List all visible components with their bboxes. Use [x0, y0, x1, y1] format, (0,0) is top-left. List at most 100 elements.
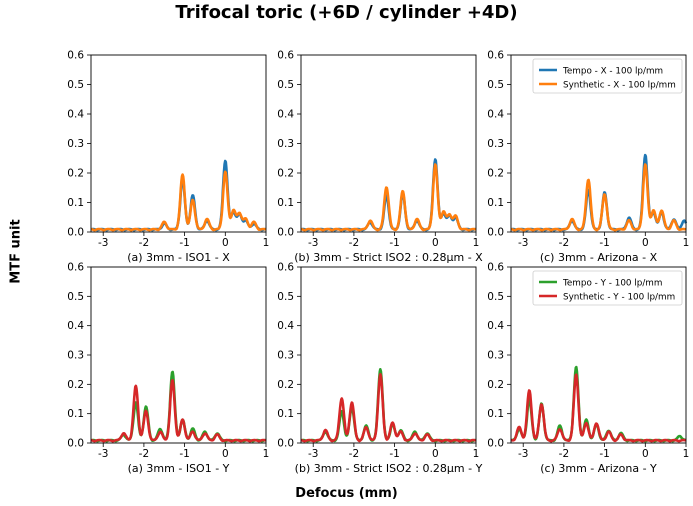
- x-tick-label: -3: [518, 448, 528, 460]
- series-line-synthetic: [300, 373, 477, 443]
- legend-box: [532, 270, 683, 306]
- x-tick-label: -2: [559, 448, 569, 460]
- y-tick-label: 0.2: [277, 168, 294, 180]
- x-tick-label: -3: [308, 448, 318, 460]
- y-tick-label: 0.6: [67, 262, 84, 274]
- x-tick-label: -2: [139, 448, 149, 460]
- x-tick-label: -1: [389, 237, 399, 249]
- y-tick-label: 0.4: [67, 109, 84, 121]
- y-tick-label: 0.0: [67, 438, 84, 450]
- y-tick-label: 0.6: [487, 50, 504, 62]
- legend-entry: Tempo - X - 100 lp/mm: [562, 66, 663, 76]
- series-line-synthetic: [300, 163, 477, 232]
- y-tick-label: 0.3: [67, 138, 84, 150]
- subplot-caption: (a) 3mm - ISO1 - Y: [128, 462, 230, 475]
- x-tick-label: 1: [683, 448, 690, 460]
- y-tick-label: 0.5: [487, 291, 504, 303]
- axes-frame: [300, 266, 477, 444]
- x-tick-label: -3: [518, 237, 528, 249]
- y-tick-label: 0.0: [277, 227, 294, 239]
- y-tick-label: 0.1: [487, 408, 504, 420]
- x-tick-label: 1: [263, 237, 270, 249]
- y-tick-label: 0.1: [277, 197, 294, 209]
- subplot-caption: (a) 3mm - ISO1 - X: [127, 251, 230, 264]
- y-tick-label: 0.1: [277, 408, 294, 420]
- figure-title: Trifocal toric (+6D / cylinder +4D): [175, 2, 518, 23]
- series-line-synthetic: [510, 373, 687, 443]
- subplot-1: 0.0 0.1 0.2 0.3 0.4 0.5 0.6 -3 -2 -1 0 1 (a) 3mm - I…: [67, 50, 269, 265]
- y-tick-label: 0.2: [277, 379, 294, 391]
- legend-entry: Synthetic - Y - 100 lp/mm: [563, 292, 675, 302]
- x-tick-label: -3: [98, 237, 108, 249]
- legend-box: [532, 58, 683, 94]
- subplot-caption: (c) 3mm - Arizona - X: [540, 251, 658, 264]
- x-tick-label: -1: [179, 448, 189, 460]
- y-tick-label: 0.3: [487, 138, 504, 150]
- subplot-caption: (b) 3mm - Strict ISO2 : 0.28µm - X: [294, 251, 483, 264]
- y-tick-label: 0.5: [67, 79, 84, 91]
- y-tick-label: 0.0: [277, 438, 294, 450]
- y-tick-label: 0.4: [487, 109, 504, 121]
- x-tick-label: -3: [98, 448, 108, 460]
- x-tick-label: -1: [599, 448, 609, 460]
- y-tick-label: 0.1: [67, 408, 84, 420]
- y-tick-label: 0.5: [67, 291, 84, 303]
- y-tick-label: 0.5: [277, 291, 294, 303]
- subplot-2: 0.0 0.1 0.2 0.3 0.4 0.5 0.6 -3 -2 -1 0 1 (b) 3mm - S…: [277, 50, 483, 265]
- x-tick-label: 0: [222, 448, 229, 460]
- y-tick-label: 0.2: [487, 379, 504, 391]
- y-tick-label: 0.0: [487, 227, 504, 239]
- x-tick-label: 1: [683, 237, 690, 249]
- y-tick-label: 0.2: [487, 168, 504, 180]
- x-tick-label: -1: [179, 237, 189, 249]
- x-tick-label: -1: [389, 448, 399, 460]
- y-tick-label: 0.4: [487, 320, 504, 332]
- x-tick-label: -2: [349, 237, 359, 249]
- y-tick-label: 0.3: [277, 138, 294, 150]
- x-tick-label: 1: [263, 448, 270, 460]
- x-tick-label: 1: [473, 448, 480, 460]
- y-tick-label: 0.1: [67, 197, 84, 209]
- y-tick-label: 0.3: [67, 350, 84, 362]
- y-tick-label: 0.1: [487, 197, 504, 209]
- y-tick-label: 0.4: [67, 320, 84, 332]
- y-tick-label: 0.6: [277, 262, 294, 274]
- x-tick-label: -3: [308, 237, 318, 249]
- y-tick-label: 0.5: [487, 79, 504, 91]
- series-line-synthetic: [510, 163, 687, 232]
- x-tick-label: 0: [432, 448, 439, 460]
- y-tick-label: 0.2: [67, 168, 84, 180]
- subplot-caption: (b) 3mm - Strict ISO2 : 0.28µm - Y: [295, 462, 483, 475]
- x-tick-label: 0: [642, 237, 649, 249]
- y-tick-label: 0.3: [487, 350, 504, 362]
- y-tick-label: 0.6: [67, 50, 84, 62]
- y-tick-label: 0.4: [277, 320, 294, 332]
- series-line-synthetic: [90, 379, 267, 443]
- legend-entry: Synthetic - X - 100 lp/mm: [563, 80, 676, 90]
- y-tick-label: 0.0: [487, 438, 504, 450]
- y-tick-label: 0.3: [277, 350, 294, 362]
- y-tick-label: 0.4: [277, 109, 294, 121]
- axes-frame: [90, 266, 267, 444]
- x-tick-label: -2: [349, 448, 359, 460]
- y-tick-label: 0.5: [277, 79, 294, 91]
- y-tick-label: 0.0: [67, 227, 84, 239]
- x-tick-label: -1: [599, 237, 609, 249]
- y-tick-label: 0.6: [277, 50, 294, 62]
- y-tick-label: 0.6: [487, 262, 504, 274]
- subplot-caption: (c) 3mm - Arizona - Y: [540, 462, 657, 475]
- x-tick-label: -2: [139, 237, 149, 249]
- subplot-3: 0.0 0.1 0.2 0.3 0.4 0.5 0.6 -3 -2 -1 0 1 (c) 3mm - A…: [487, 50, 689, 265]
- x-tick-label: 0: [642, 448, 649, 460]
- x-tick-label: 0: [432, 237, 439, 249]
- x-tick-label: 0: [222, 237, 229, 249]
- subplot-4: 0.0 0.1 0.2 0.3 0.4 0.5 0.6 -3 -2 -1 0 1 (a) 3mm - I…: [67, 262, 269, 476]
- series-line-synthetic: [90, 170, 267, 232]
- y-tick-label: 0.2: [67, 379, 84, 391]
- x-tick-label: -2: [559, 237, 569, 249]
- x-tick-label: 1: [473, 237, 480, 249]
- subplot-5: 0.0 0.1 0.2 0.3 0.4 0.5 0.6 -3 -2 -1 0 1 (b) 3mm - S…: [277, 262, 482, 476]
- subplot-6: 0.0 0.1 0.2 0.3 0.4 0.5 0.6 -3 -2 -1 0 1 (c) 3mm - A…: [487, 262, 689, 476]
- legend-entry: Tempo - Y - 100 lp/mm: [562, 278, 662, 288]
